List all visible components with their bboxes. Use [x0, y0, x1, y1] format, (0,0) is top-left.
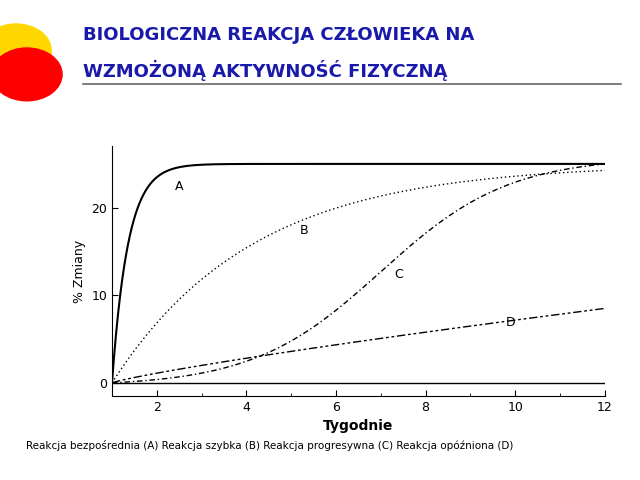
Circle shape [0, 48, 62, 101]
Text: WZMOŻONĄ AKTYWNOŚĆ FIZYCZNĄ: WZMOŻONĄ AKTYWNOŚĆ FIZYCZNĄ [83, 60, 448, 81]
Text: C: C [394, 268, 403, 281]
X-axis label: Tygodnie: Tygodnie [323, 420, 394, 433]
Circle shape [0, 24, 51, 77]
Text: D: D [506, 316, 516, 329]
Text: Reakcja bezpośrednia (A) Reakcja szybka (B) Reakcja progresywna (C) Reakcja opóź: Reakcja bezpośrednia (A) Reakcja szybka … [26, 440, 513, 451]
Text: A: A [175, 180, 183, 193]
Y-axis label: % Zmiany: % Zmiany [73, 240, 86, 303]
Text: BIOLOGICZNA REAKCJA CZŁOWIEKA NA: BIOLOGICZNA REAKCJA CZŁOWIEKA NA [83, 26, 474, 45]
Text: B: B [300, 224, 308, 237]
